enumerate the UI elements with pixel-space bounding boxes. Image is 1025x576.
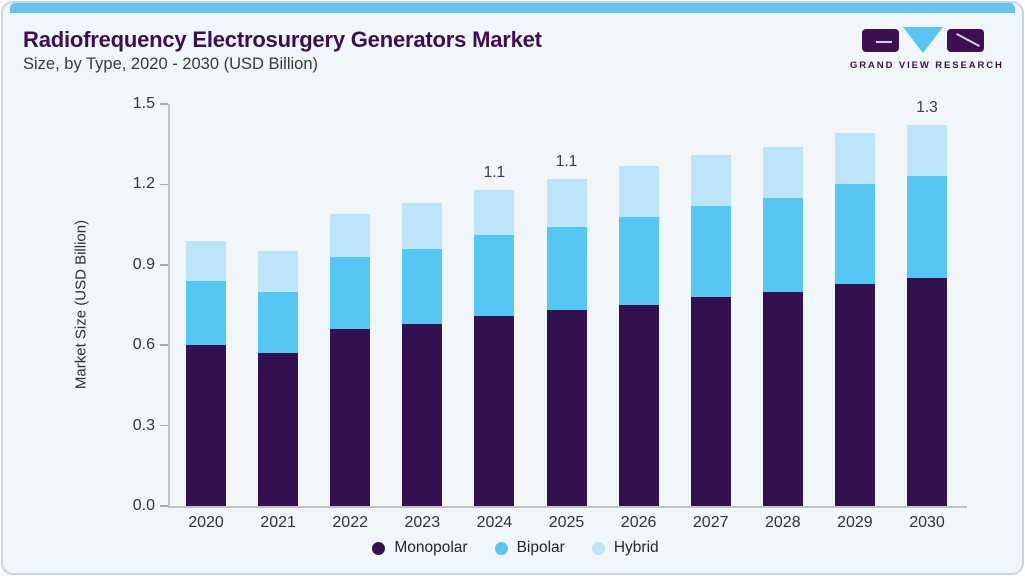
bar-segment-monopolar-2021 <box>258 353 299 506</box>
bar-segment-monopolar-2024 <box>474 315 515 506</box>
y-tick-mark <box>160 264 168 266</box>
page-subtitle: Size, by Type, 2020 - 2030 (USD Billion) <box>23 55 319 73</box>
bar-segment-hybrid-2025 <box>546 179 587 228</box>
bar-segment-bipolar-2025 <box>546 227 587 311</box>
top-accent-bar <box>10 3 1015 13</box>
legend-label-hybrid: Hybrid <box>613 539 659 556</box>
bar-segment-bipolar-2022 <box>330 256 371 330</box>
legend-item-bipolar: Bipolar <box>494 539 565 557</box>
legend-item-hybrid: Hybrid <box>591 539 659 557</box>
x-axis-label-2027: 2027 <box>692 514 729 531</box>
bar-segment-bipolar-2030 <box>907 176 947 279</box>
bar-segment-hybrid-2021 <box>258 251 299 292</box>
page-title: Radiofrequency Electrosurgery Generators… <box>23 27 542 52</box>
bar-segment-monopolar-2029 <box>834 283 875 506</box>
bar-segment-monopolar-2026 <box>618 305 659 506</box>
y-tick-mark <box>160 344 168 346</box>
bar-segment-hybrid-2020 <box>186 240 226 281</box>
bar-segment-bipolar-2027 <box>690 205 731 297</box>
x-axis-label-2029: 2029 <box>837 514 873 531</box>
bar-segment-monopolar-2027 <box>690 296 731 506</box>
bar-segment-bipolar-2024 <box>474 235 515 316</box>
x-axis-label-2026: 2026 <box>620 514 657 531</box>
bar-segment-monopolar-2025 <box>546 310 587 506</box>
bar-segment-hybrid-2027 <box>690 154 731 206</box>
bar-segment-monopolar-2028 <box>762 291 803 506</box>
bar-segment-hybrid-2029 <box>834 133 875 185</box>
x-axis-label-2025: 2025 <box>548 514 585 531</box>
legend-item-monopolar: Monopolar <box>372 539 468 557</box>
chart-legend: Monopolar Bipolar Hybrid <box>3 539 1022 557</box>
x-axis-label-2021: 2021 <box>260 514 296 531</box>
y-tick-label: 0.6 <box>132 336 155 354</box>
bar-total-label-2030: 1.3 <box>916 99 938 117</box>
legend-label-monopolar: Monopolar <box>394 539 468 556</box>
logo-text: GRAND VIEW RESEARCH <box>850 60 1004 71</box>
logo-icons <box>850 26 996 54</box>
y-tick-mark <box>160 103 168 105</box>
y-tick-label: 0.3 <box>132 416 155 434</box>
y-tick-mark <box>160 505 168 507</box>
y-axis-line <box>168 104 170 506</box>
logo-g-icon <box>862 29 899 52</box>
bar-total-label-2024: 1.1 <box>483 163 506 181</box>
bar-segment-bipolar-2026 <box>618 216 659 305</box>
x-axis-label-2023: 2023 <box>404 514 441 531</box>
bar-segment-hybrid-2028 <box>762 146 803 198</box>
stacked-bar-chart: Market Size (USD Billion) 0.0 0.3 0.6 0.9 1.… <box>3 3 1022 573</box>
bar-segment-monopolar-2020 <box>186 345 226 506</box>
bar-segment-hybrid-2023 <box>402 203 443 249</box>
x-axis-line <box>168 506 967 508</box>
logo-v-triangle-icon <box>903 26 943 53</box>
bar-segment-bipolar-2021 <box>258 291 299 354</box>
bar-segment-bipolar-2020 <box>186 280 226 346</box>
y-tick-label: 1.5 <box>132 95 155 112</box>
y-tick-mark <box>160 183 168 186</box>
y-axis-title: Market Size (USD Billion) <box>72 219 90 390</box>
y-tick-mark <box>160 424 168 427</box>
legend-dot-bipolar-icon <box>494 541 508 555</box>
bar-segment-hybrid-2026 <box>618 165 659 217</box>
logo-r-icon <box>947 29 984 52</box>
bar-segment-hybrid-2030 <box>907 125 947 177</box>
bar-segment-bipolar-2028 <box>762 197 803 292</box>
bar-segment-bipolar-2023 <box>402 248 443 324</box>
legend-dot-hybrid-icon <box>591 541 605 555</box>
bar-segment-bipolar-2029 <box>834 184 875 284</box>
legend-dot-monopolar-icon <box>372 541 386 555</box>
bar-segment-monopolar-2030 <box>907 278 947 506</box>
y-tick-label: 1.2 <box>132 175 155 193</box>
x-axis-label-2020: 2020 <box>188 514 224 531</box>
bar-segment-hybrid-2024 <box>474 189 515 236</box>
x-axis-label-2030: 2030 <box>909 514 945 531</box>
y-tick-label: 0.0 <box>132 497 155 514</box>
bar-segment-monopolar-2022 <box>330 329 371 506</box>
x-axis-label-2028: 2028 <box>765 514 801 531</box>
legend-label-bipolar: Bipolar <box>516 539 565 556</box>
bar-segment-monopolar-2023 <box>402 323 443 506</box>
bar-segment-hybrid-2022 <box>330 213 371 257</box>
grand-view-research-logo: GRAND VIEW RESEARCH <box>850 26 1004 71</box>
bar-total-label-2025: 1.1 <box>555 153 578 171</box>
x-axis-label-2024: 2024 <box>476 514 513 531</box>
y-tick-label: 0.9 <box>132 255 155 273</box>
x-axis-label-2022: 2022 <box>332 514 368 531</box>
